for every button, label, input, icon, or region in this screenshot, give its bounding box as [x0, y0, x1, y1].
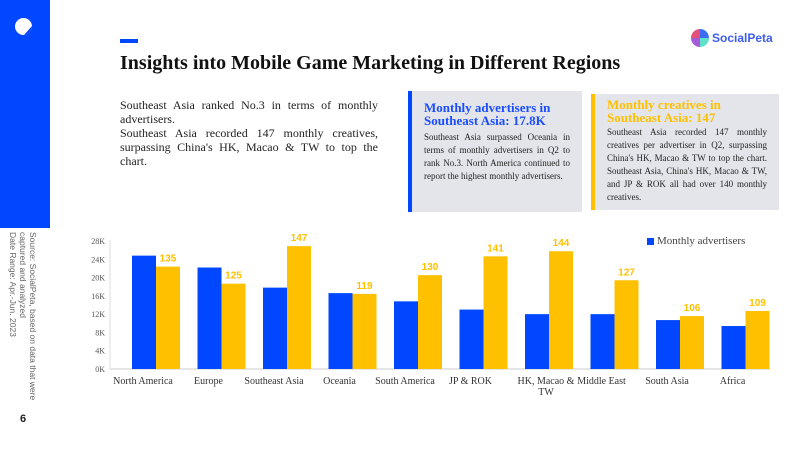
- x-tick-label: HK, Macao &: [518, 376, 575, 387]
- creatives-bar: [483, 256, 508, 369]
- creatives-data-label: 125: [225, 271, 242, 282]
- title-accent: [120, 39, 138, 43]
- advertisers-bar: [721, 326, 746, 369]
- x-tick-label: Oceania: [323, 376, 356, 387]
- creatives-data-label: 127: [618, 267, 635, 278]
- creatives-data-label: 106: [684, 303, 701, 314]
- y-tick-label: 0K: [95, 365, 105, 374]
- advertisers-bar: [197, 267, 222, 369]
- advertisers-bar: [590, 314, 615, 369]
- creatives-bar: [745, 310, 770, 369]
- advertisers-bar: [656, 320, 680, 369]
- y-tick-label: 12K: [91, 310, 105, 319]
- y-tick-label: 16K: [91, 292, 105, 301]
- advertisers-bar: [328, 293, 353, 369]
- source-note: Source: SocialPeta, based on data that w…: [8, 232, 38, 401]
- x-tick-label: North America: [113, 376, 173, 387]
- sidebar: [0, 0, 50, 228]
- y-tick-label: 20K: [91, 274, 105, 283]
- creatives-bar: [680, 316, 704, 369]
- creatives-data-label: 130: [422, 262, 439, 273]
- chart-legend: Monthly advertisers: [647, 235, 745, 247]
- x-tick-label: JP & ROK: [449, 376, 493, 387]
- x-tick-label: TW: [538, 387, 554, 398]
- creatives-data-label: 141: [487, 243, 504, 254]
- creatives-data-label: 135: [160, 254, 177, 265]
- creatives-bar: [352, 293, 377, 369]
- x-tick-label: Southeast Asia: [244, 376, 304, 387]
- creatives-data-label: 119: [356, 281, 373, 292]
- legend-swatch: [647, 237, 654, 245]
- creatives-data-label: 147: [291, 233, 308, 244]
- advertisers-bar: [525, 314, 549, 369]
- page-title: Insights into Mobile Game Marketing in D…: [120, 52, 621, 74]
- advertisers-bar: [459, 309, 484, 369]
- y-tick-label: 24K: [91, 255, 105, 264]
- creatives-bar: [287, 246, 311, 369]
- creatives-bar: [614, 280, 639, 369]
- advertisers-bar: [394, 301, 418, 369]
- creatives-bar: [418, 275, 442, 369]
- creatives-data-label: 144: [553, 238, 570, 249]
- advertisers-bar: [132, 255, 156, 369]
- advertisers-bar: [263, 287, 287, 369]
- creatives-bar: [221, 283, 246, 369]
- x-tick-label: South America: [375, 376, 435, 387]
- page-number: 6: [20, 413, 27, 425]
- app-logo-icon: [15, 18, 32, 35]
- brand-logo: SocialPeta: [691, 29, 773, 47]
- advertisers-card: Monthly advertisers in Southeast Asia: 1…: [408, 91, 582, 212]
- x-tick-label: Africa: [720, 376, 746, 387]
- x-tick-label: Middle East: [577, 376, 626, 387]
- creatives-card: Monthly creatives in Southeast Asia: 147…: [591, 94, 779, 210]
- x-tick-label: Europe: [194, 376, 223, 387]
- y-tick-label: 4K: [95, 347, 105, 356]
- y-tick-label: 8K: [95, 328, 105, 337]
- creatives-data-label: 109: [749, 298, 766, 309]
- brand-mark-icon: [691, 29, 709, 47]
- x-tick-label: South Asia: [645, 376, 689, 387]
- creatives-bar: [549, 251, 573, 369]
- creatives-bar: [156, 266, 180, 369]
- y-tick-label: 28K: [91, 237, 105, 246]
- intro-text: Southeast Asia ranked No.3 in terms of m…: [120, 98, 378, 168]
